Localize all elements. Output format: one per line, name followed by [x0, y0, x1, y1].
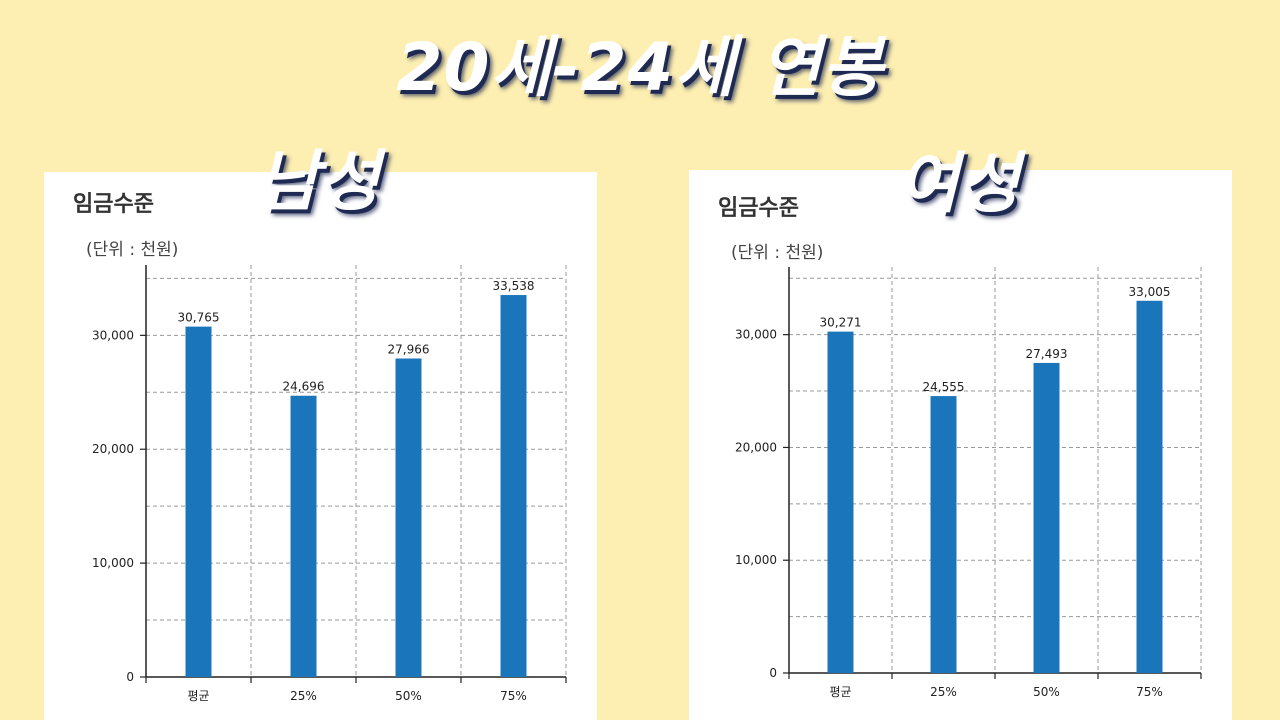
- bar: [500, 295, 527, 677]
- chart-unit: (단위 : 천원): [731, 243, 824, 263]
- chart-unit: (단위 : 천원): [86, 240, 179, 260]
- bar: [185, 326, 212, 677]
- y-tick-label: 30,000: [735, 328, 777, 342]
- bar: [930, 396, 957, 673]
- y-tick-label: 30,000: [92, 328, 134, 342]
- bar: [395, 358, 422, 677]
- page-title: 20세-24세 연봉: [396, 29, 884, 106]
- bar: [1033, 362, 1060, 673]
- y-tick-label: 20,000: [735, 440, 777, 454]
- chart-panel-female: 임금수준 (단위 : 천원) 0 10,000 20,000 30,000 30,271…: [689, 170, 1232, 720]
- y-tick-label: 10,000: [92, 556, 134, 570]
- x-tick-label: 75%: [1136, 685, 1163, 699]
- y-tick-label: 0: [769, 666, 777, 680]
- x-tick-label: 50%: [395, 689, 422, 703]
- x-tick-label: 50%: [1033, 685, 1060, 699]
- x-tick-label: 평균: [829, 685, 851, 699]
- x-tick-label: 평균: [187, 689, 209, 703]
- bar-chart-female: 0 10,000 20,000 30,000 30,271 평균 24,555 25% 27,4…: [735, 267, 1202, 699]
- x-tick-label: 25%: [290, 689, 317, 703]
- bar: [827, 331, 854, 673]
- data-label: 27,966: [388, 342, 430, 356]
- y-tick-label: 0: [126, 670, 134, 684]
- chart-title: 임금수준: [718, 196, 799, 221]
- bar: [1136, 300, 1163, 673]
- data-label: 33,538: [493, 279, 535, 293]
- data-label: 24,696: [283, 380, 325, 394]
- x-tick-label: 75%: [500, 689, 527, 703]
- bar: [290, 395, 317, 677]
- y-tick-label: 20,000: [92, 442, 134, 456]
- chart-title: 임금수준: [73, 192, 154, 217]
- data-label: 27,493: [1026, 347, 1068, 361]
- data-label: 24,555: [923, 380, 965, 394]
- gender-label-male: 남성: [258, 143, 380, 220]
- chart-panel-male: 임금수준 (단위 : 천원) 0 10,000 20,000 30,000 30,765…: [44, 172, 597, 720]
- gender-label-female: 여성: [898, 145, 1020, 222]
- data-label: 30,271: [820, 316, 862, 330]
- data-label: 30,765: [178, 311, 220, 325]
- y-tick-label: 10,000: [735, 553, 777, 567]
- x-tick-label: 25%: [930, 685, 957, 699]
- bar-chart-male: 0 10,000 20,000 30,000 30,765 평균 24,696 25% 27,9…: [92, 265, 567, 703]
- data-label: 33,005: [1129, 285, 1171, 299]
